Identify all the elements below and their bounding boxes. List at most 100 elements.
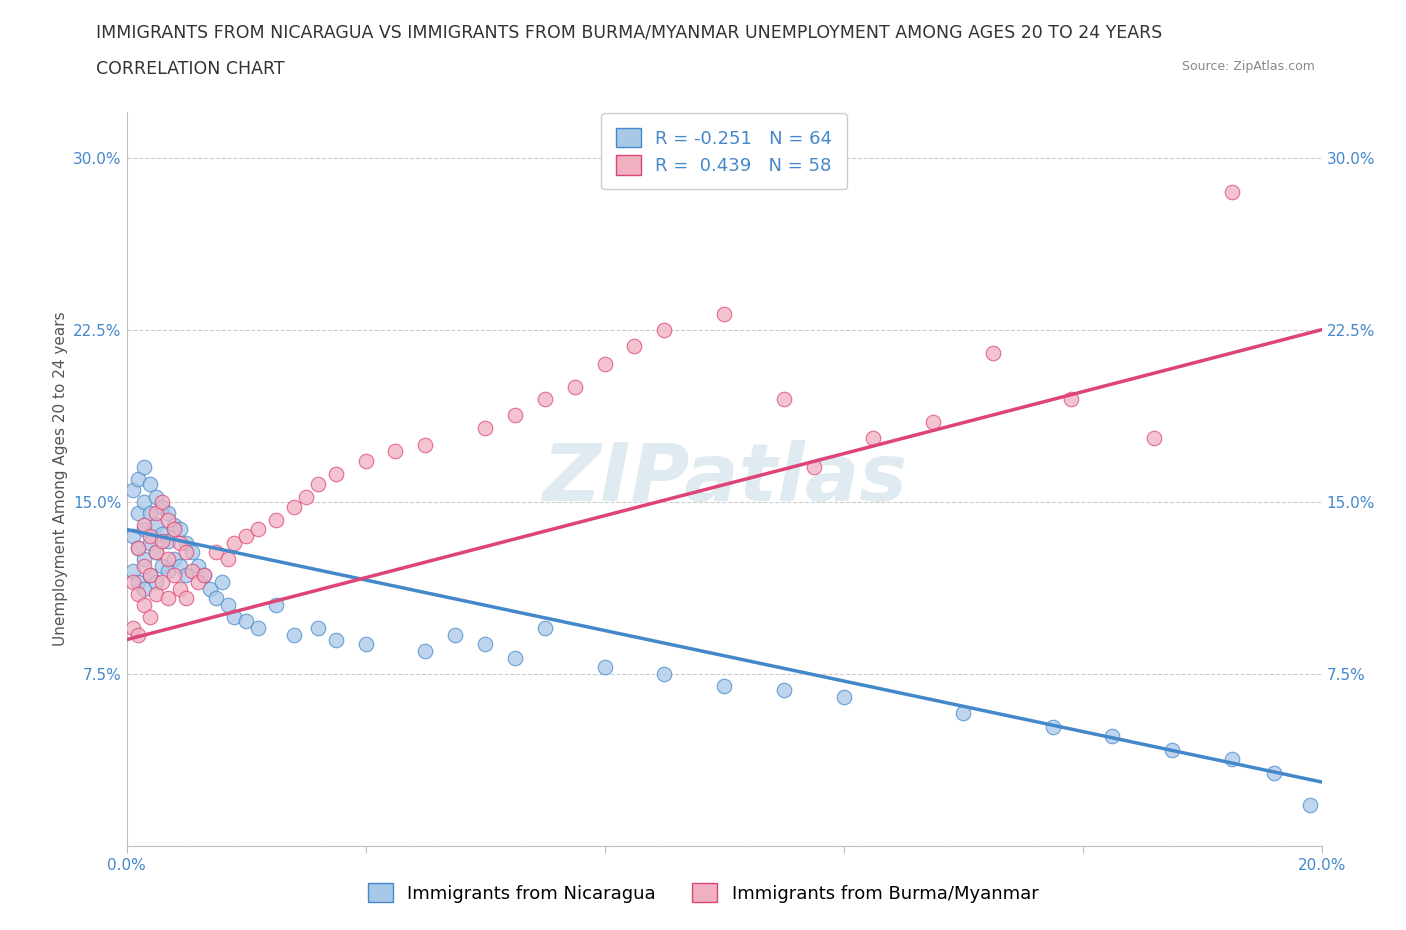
Point	[169, 536, 191, 551]
Point	[139, 476, 162, 491]
Point	[127, 540, 149, 555]
Point	[152, 559, 174, 574]
Point	[773, 392, 796, 406]
Point	[283, 499, 305, 514]
Point	[222, 536, 246, 551]
Point	[803, 460, 825, 475]
Point	[1263, 765, 1285, 780]
Point	[1042, 720, 1064, 735]
Point	[157, 512, 180, 527]
Point	[127, 540, 149, 555]
Point	[1101, 729, 1123, 744]
Point	[503, 651, 526, 666]
Point	[134, 582, 156, 597]
Point	[444, 628, 467, 643]
Point	[247, 522, 270, 537]
Point	[127, 628, 149, 643]
Point	[134, 460, 156, 475]
Point	[1161, 742, 1184, 757]
Point	[157, 551, 180, 566]
Point	[415, 437, 437, 452]
Point	[169, 522, 191, 537]
Point	[121, 620, 143, 635]
Point	[652, 667, 675, 682]
Point	[139, 568, 162, 583]
Point	[205, 545, 228, 560]
Point	[534, 392, 557, 406]
Point	[235, 614, 257, 629]
Legend: Immigrants from Nicaragua, Immigrants from Burma/Myanmar: Immigrants from Nicaragua, Immigrants fr…	[359, 873, 1047, 911]
Point	[593, 357, 616, 372]
Point	[200, 582, 222, 597]
Point	[415, 644, 437, 658]
Point	[157, 564, 180, 578]
Point	[773, 683, 796, 698]
Point	[121, 575, 143, 590]
Point	[152, 499, 174, 514]
Point	[174, 545, 197, 560]
Point	[134, 495, 156, 510]
Point	[222, 609, 246, 624]
Point	[564, 379, 586, 394]
Point	[134, 559, 156, 574]
Point	[354, 453, 377, 468]
Point	[294, 490, 316, 505]
Point	[134, 517, 156, 532]
Point	[283, 628, 305, 643]
Point	[211, 575, 233, 590]
Point	[354, 637, 377, 652]
Point	[593, 659, 616, 674]
Point	[1299, 798, 1322, 813]
Point	[503, 407, 526, 422]
Point	[922, 414, 945, 429]
Point	[713, 306, 735, 321]
Point	[127, 472, 149, 486]
Point	[145, 490, 167, 505]
Point	[121, 564, 143, 578]
Point	[163, 551, 186, 566]
Point	[127, 506, 149, 521]
Legend: R = -0.251   N = 64, R =  0.439   N = 58: R = -0.251 N = 64, R = 0.439 N = 58	[602, 113, 846, 189]
Point	[325, 632, 347, 647]
Point	[152, 495, 174, 510]
Point	[121, 529, 143, 544]
Text: Source: ZipAtlas.com: Source: ZipAtlas.com	[1181, 60, 1315, 73]
Point	[145, 575, 167, 590]
Point	[163, 517, 186, 532]
Point	[152, 526, 174, 541]
Point	[187, 559, 209, 574]
Point	[134, 598, 156, 613]
Point	[174, 568, 197, 583]
Point	[264, 512, 287, 527]
Point	[181, 545, 204, 560]
Point	[145, 517, 167, 532]
Point	[163, 568, 186, 583]
Point	[127, 586, 149, 601]
Point	[952, 706, 974, 721]
Point	[139, 529, 162, 544]
Point	[264, 598, 287, 613]
Point	[187, 575, 209, 590]
Point	[325, 467, 347, 482]
Point	[169, 559, 191, 574]
Point	[193, 568, 215, 583]
Point	[713, 678, 735, 693]
Point	[139, 609, 162, 624]
Point	[235, 529, 257, 544]
Y-axis label: Unemployment Among Ages 20 to 24 years: Unemployment Among Ages 20 to 24 years	[52, 312, 67, 646]
Point	[307, 620, 329, 635]
Point	[145, 545, 167, 560]
Point	[623, 339, 645, 353]
Text: IMMIGRANTS FROM NICARAGUA VS IMMIGRANTS FROM BURMA/MYANMAR UNEMPLOYMENT AMONG AG: IMMIGRANTS FROM NICARAGUA VS IMMIGRANTS …	[96, 23, 1161, 41]
Point	[139, 536, 162, 551]
Point	[174, 591, 197, 605]
Point	[157, 591, 180, 605]
Point	[134, 522, 156, 537]
Point	[157, 534, 180, 549]
Point	[145, 545, 167, 560]
Point	[174, 536, 197, 551]
Point	[145, 506, 167, 521]
Point	[152, 575, 174, 590]
Point	[169, 582, 191, 597]
Point	[474, 421, 496, 436]
